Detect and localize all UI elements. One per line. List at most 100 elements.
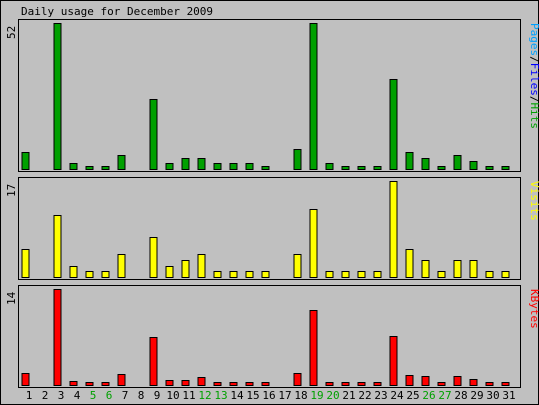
x-tick-label: 2 — [42, 389, 49, 402]
bar-kbytes-day-25 — [405, 375, 414, 386]
bar-visits-day-15 — [245, 271, 254, 278]
x-tick-label: 17 — [278, 389, 291, 402]
bar-visits-day-1 — [21, 249, 30, 278]
bar-kbytes-day-23 — [373, 382, 382, 386]
bar-hits-day-18 — [293, 149, 302, 170]
x-tick-label: 26 — [422, 389, 435, 402]
legend-entry: / — [528, 96, 539, 103]
bar-kbytes-day-29 — [469, 379, 478, 386]
panel-frame — [18, 285, 521, 388]
x-tick-label: 29 — [470, 389, 483, 402]
bar-kbytes-day-27 — [437, 382, 446, 386]
legend-kbytes: KBytes — [528, 289, 539, 329]
bar-kbytes-day-14 — [229, 382, 238, 386]
x-tick-label: 28 — [454, 389, 467, 402]
x-tick-label: 27 — [438, 389, 451, 402]
bar-kbytes-day-19 — [309, 310, 318, 386]
x-axis-labels: 1 2 3 4 5 6 7 8 9 10 11 12 13 14 15 16 17 18 19 20 21 22 23 24 2… — [26, 389, 516, 402]
bar-visits-day-7 — [117, 254, 126, 278]
bar-hits-day-30 — [485, 166, 494, 170]
panel-visits: 17 Visits — [5, 177, 539, 280]
bar-visits-day-26 — [421, 260, 430, 278]
x-tick-label: 9 — [154, 389, 161, 402]
legend-entry: KBytes — [528, 289, 539, 329]
x-tick-label: 10 — [166, 389, 179, 402]
bar-visits-day-11 — [181, 260, 190, 278]
panel-frame — [18, 177, 521, 280]
bar-kbytes-day-22 — [357, 382, 366, 386]
bar-kbytes-day-30 — [485, 382, 494, 386]
x-tick-label: 23 — [374, 389, 387, 402]
x-tick-label: 19 — [310, 389, 323, 402]
bar-hits-day-27 — [437, 166, 446, 170]
bar-visits-day-28 — [453, 260, 462, 278]
bar-hits-day-12 — [197, 158, 206, 170]
bar-visits-day-19 — [309, 209, 318, 278]
bar-hits-day-4 — [69, 163, 78, 170]
bar-hits-day-26 — [421, 158, 430, 170]
bar-kbytes-day-20 — [325, 382, 334, 386]
bar-hits-day-3 — [53, 23, 62, 170]
bar-hits-day-16 — [261, 166, 270, 170]
x-tick-label: 21 — [342, 389, 355, 402]
panel-kbytes: 14 KBytes — [5, 285, 539, 388]
bar-kbytes-day-18 — [293, 373, 302, 386]
x-tick-label: 30 — [486, 389, 499, 402]
y-max-label: 14 — [5, 291, 18, 305]
bar-kbytes-day-7 — [117, 374, 126, 386]
bar-hits-day-24 — [389, 79, 398, 170]
bar-hits-day-23 — [373, 166, 382, 170]
bar-visits-day-14 — [229, 271, 238, 278]
x-tick-label: 3 — [58, 389, 65, 402]
bar-visits-day-27 — [437, 271, 446, 278]
bar-hits-day-22 — [357, 166, 366, 170]
x-tick-label: 12 — [198, 389, 211, 402]
x-tick-label: 6 — [106, 389, 113, 402]
x-tick-label: 11 — [182, 389, 195, 402]
x-tick-label: 1 — [26, 389, 33, 402]
bar-kbytes-day-6 — [101, 382, 110, 386]
x-tick-label: 5 — [90, 389, 97, 402]
bar-kbytes-day-21 — [341, 382, 350, 386]
x-tick-label: 22 — [358, 389, 371, 402]
bar-visits-day-25 — [405, 249, 414, 278]
bar-visits-day-21 — [341, 271, 350, 278]
bar-visits-day-5 — [85, 271, 94, 278]
legend-hits: Pages/Files/Hits — [528, 23, 539, 129]
panel-hits: 52 Pages/Files/Hits — [5, 19, 539, 172]
bar-kbytes-day-12 — [197, 377, 206, 386]
bar-visits-day-20 — [325, 271, 334, 278]
bar-hits-day-29 — [469, 161, 478, 170]
panel-frame — [18, 19, 521, 172]
bar-hits-day-25 — [405, 152, 414, 170]
bar-kbytes-day-11 — [181, 380, 190, 386]
x-tick-label: 18 — [294, 389, 307, 402]
x-tick-label: 13 — [214, 389, 227, 402]
bar-visits-day-29 — [469, 260, 478, 278]
bar-hits-day-13 — [213, 163, 222, 170]
bar-hits-day-19 — [309, 23, 318, 170]
bar-kbytes-day-3 — [53, 289, 62, 386]
bar-kbytes-day-16 — [261, 382, 270, 386]
x-tick-label: 20 — [326, 389, 339, 402]
bar-kbytes-day-31 — [501, 382, 510, 386]
bar-visits-day-12 — [197, 254, 206, 278]
bar-hits-day-20 — [325, 163, 334, 170]
x-tick-label: 25 — [406, 389, 419, 402]
bar-hits-day-28 — [453, 155, 462, 170]
bar-hits-day-6 — [101, 166, 110, 170]
bar-visits-day-18 — [293, 254, 302, 278]
x-tick-label: 31 — [502, 389, 515, 402]
y-max-label: 52 — [5, 26, 18, 39]
bar-visits-day-30 — [485, 271, 494, 278]
bar-hits-day-7 — [117, 155, 126, 170]
y-max-label: 17 — [5, 184, 18, 197]
x-tick-label: 24 — [390, 389, 404, 402]
bar-hits-day-15 — [245, 163, 254, 170]
x-tick-label: 16 — [262, 389, 275, 402]
x-tick-label: 15 — [246, 389, 259, 402]
bar-kbytes-day-26 — [421, 376, 430, 386]
